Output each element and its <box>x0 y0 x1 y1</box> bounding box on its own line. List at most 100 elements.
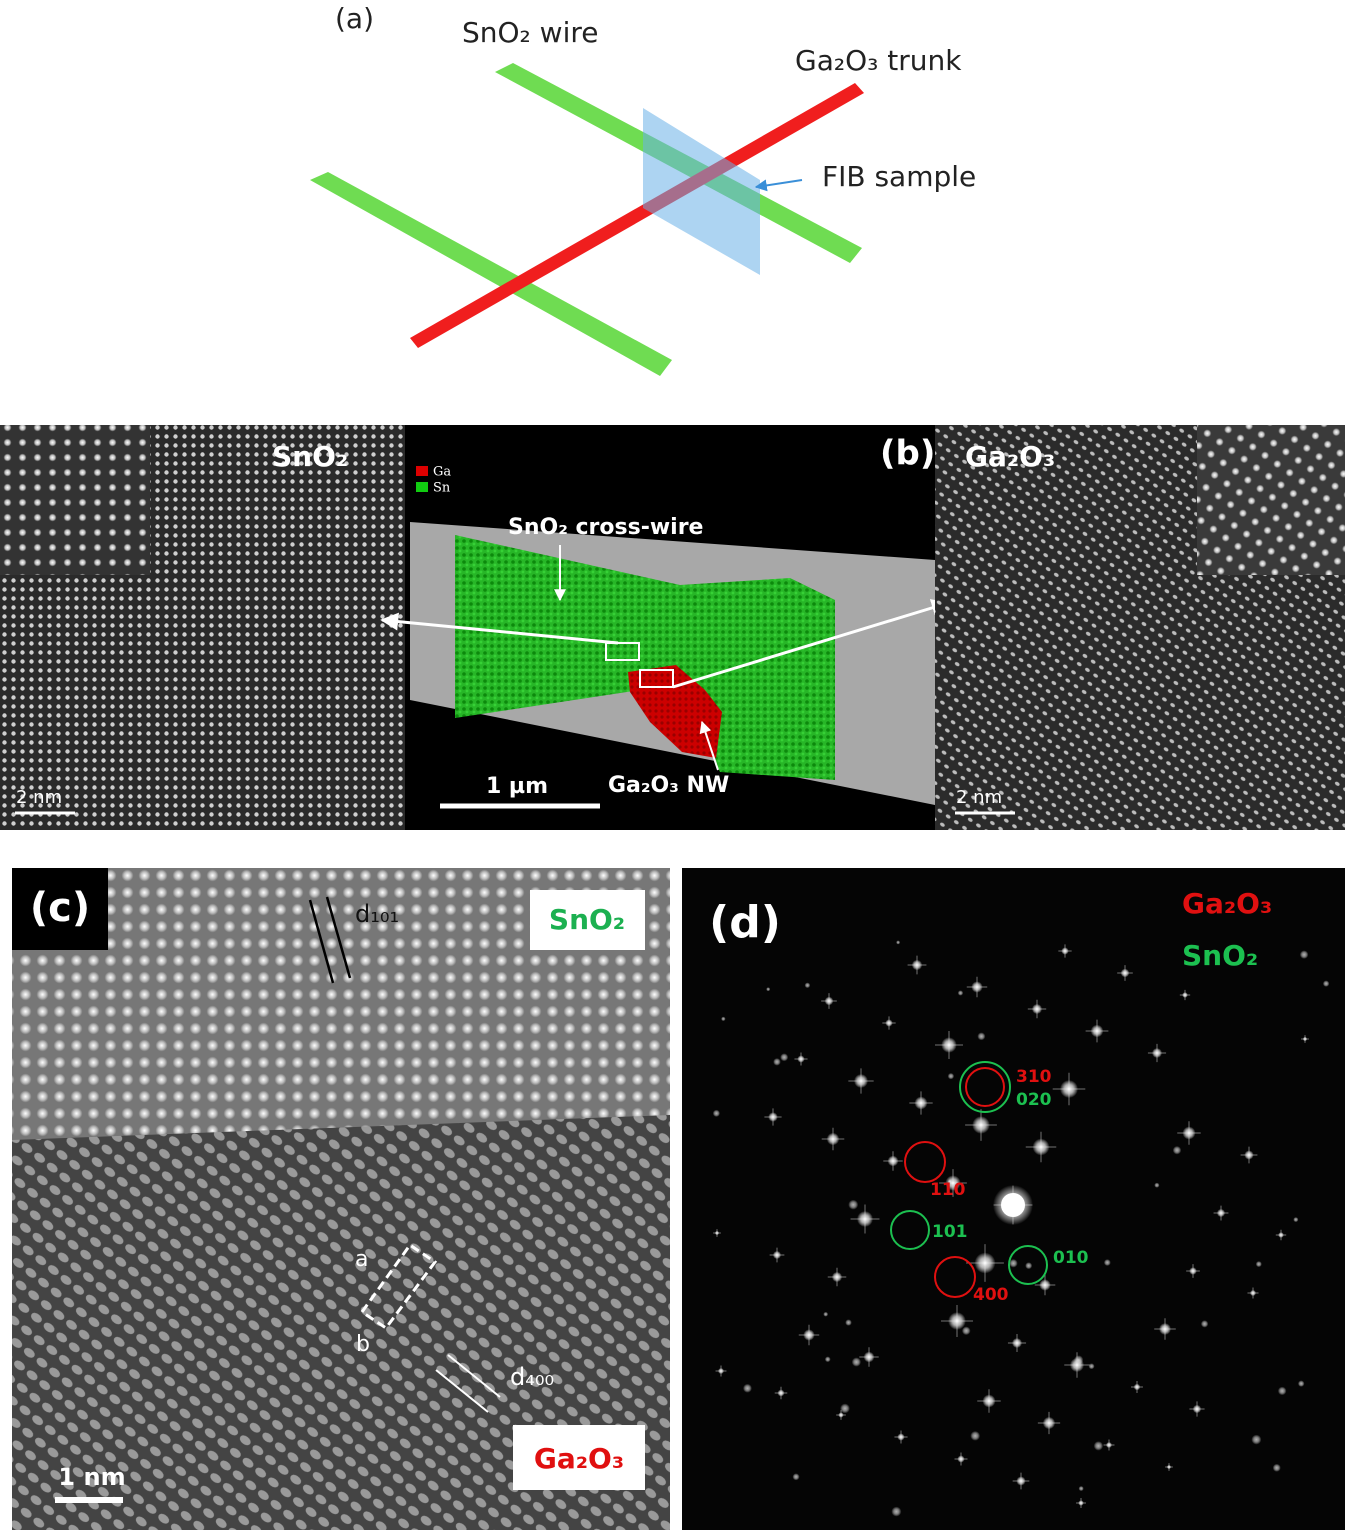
diffraction-spot <box>977 1032 986 1041</box>
diffraction-spot <box>1255 1261 1262 1268</box>
cross-wire-label: SnO₂ cross-wire <box>508 515 703 540</box>
diffraction-spot <box>1151 1047 1163 1059</box>
nanowire-label: Ga₂O₃ NW <box>608 773 729 798</box>
diffraction-spot <box>970 1430 981 1441</box>
diffraction-spot <box>1120 968 1130 978</box>
diffraction-spot <box>803 1329 815 1341</box>
phase-label: Ga₂O₃ <box>534 1442 624 1475</box>
diffraction-spot <box>780 1053 789 1062</box>
arrow <box>672 599 950 689</box>
panel-label: (c) <box>30 885 90 931</box>
diffraction-spot <box>1009 1258 1018 1268</box>
hrstem-image <box>12 868 670 1140</box>
diffraction-spot <box>1216 1208 1226 1218</box>
phase-label: Ga₂O₃ <box>965 440 1055 473</box>
diffraction-spot <box>766 987 771 992</box>
phase-label: SnO₂ <box>549 903 625 936</box>
scale-label: 1 nm <box>58 1463 125 1491</box>
diffraction-spot <box>1078 1500 1084 1506</box>
diffraction-spot <box>1154 1182 1160 1188</box>
spot-circle <box>890 1210 930 1250</box>
diffraction-spot <box>838 1412 844 1418</box>
diffraction-spot <box>961 1326 971 1336</box>
diffraction-spot <box>853 1073 869 1089</box>
diffraction-spot <box>777 1389 785 1397</box>
diffraction-spot <box>1293 1217 1299 1223</box>
diffraction-spot <box>1032 1138 1050 1156</box>
d-spacing-line <box>447 1354 501 1398</box>
diffraction-spot <box>792 1473 800 1481</box>
fib-sample <box>643 108 760 275</box>
trunk-label: Ga₂O₃ trunk <box>795 44 962 77</box>
spot-label: 310 <box>1016 1067 1052 1087</box>
d-spacing-line <box>308 899 335 984</box>
diffraction-spot <box>1093 1441 1104 1451</box>
diffraction-spot <box>1302 1036 1308 1042</box>
diffraction-spot <box>1189 1267 1197 1275</box>
diffraction-spot <box>941 1037 957 1053</box>
panel-label: (a) <box>335 2 374 35</box>
label-box <box>513 1425 645 1490</box>
inset-image <box>1197 425 1345 575</box>
diffraction-spot <box>845 1319 852 1326</box>
spot-label: 400 <box>973 1285 1009 1305</box>
unit-cell <box>359 1242 438 1331</box>
diffraction-spot <box>1133 1383 1141 1391</box>
roi-box <box>605 642 640 661</box>
diffraction-spot <box>1172 1145 1182 1155</box>
diffraction-spot <box>971 981 983 993</box>
diffraction-spot <box>1182 992 1188 998</box>
diffraction-spot <box>824 1356 831 1363</box>
spot-circle <box>1008 1245 1048 1285</box>
diffraction-spot <box>947 1072 955 1080</box>
diffraction-spot <box>897 1433 905 1441</box>
diffraction-spot <box>1159 1323 1171 1335</box>
diffraction-spot <box>851 1357 862 1367</box>
diffraction-spot <box>1059 1079 1079 1099</box>
diffraction-spot <box>1278 1232 1284 1238</box>
diffraction-spot <box>1061 947 1069 955</box>
diffraction-spot <box>1016 1476 1026 1486</box>
diffraction-spot <box>1073 1355 1084 1365</box>
diffraction-spot <box>773 1058 781 1066</box>
diffraction-spot <box>1299 950 1309 959</box>
d-spacing-line <box>325 896 352 979</box>
inset-image <box>0 425 150 575</box>
diffraction-spot <box>1322 980 1330 987</box>
legend-label: Sn <box>433 481 451 496</box>
diffraction-spot <box>957 990 964 996</box>
diffraction-spot <box>1103 1259 1111 1266</box>
sno2-wire <box>310 172 672 376</box>
diffraction-spot <box>948 1312 966 1330</box>
diffraction-spot <box>1166 1464 1172 1470</box>
diffraction-spot <box>982 1394 996 1408</box>
diffraction-spot <box>947 1179 953 1184</box>
diffraction-spot <box>1001 1193 1025 1217</box>
diffraction-spot <box>840 1403 850 1414</box>
diffraction-spot <box>1244 1150 1254 1160</box>
arrow <box>754 179 803 192</box>
scale-label: 2 nm <box>956 787 1002 808</box>
diffraction-spot <box>797 1055 805 1063</box>
diffraction-spot <box>712 1109 721 1117</box>
diffraction-spot <box>1251 1434 1262 1445</box>
diffraction-spot <box>1200 1320 1209 1328</box>
d-spacing-label: d₁₀₁ <box>355 900 399 928</box>
legend-swatch <box>416 466 428 476</box>
diffraction-spot <box>1078 1485 1084 1492</box>
diffraction-spot <box>804 982 811 989</box>
diffraction-spot <box>891 1506 902 1517</box>
diffraction-spot <box>823 1311 829 1317</box>
diffraction-spot <box>824 996 834 1006</box>
diffraction-spot <box>974 1252 996 1274</box>
diffraction-spot <box>1192 1404 1202 1414</box>
legend-label: SnO₂ <box>1182 939 1258 972</box>
diffraction-spot <box>1039 1279 1051 1291</box>
d-spacing-label: d₄₀₀ <box>510 1363 554 1391</box>
d-spacing-line <box>435 1369 489 1413</box>
spot-label: 010 <box>1053 1248 1089 1268</box>
panel-label: (b) <box>880 434 935 474</box>
scale-label: 1 µm <box>486 774 548 799</box>
scale-label: 2 nm <box>16 787 62 808</box>
